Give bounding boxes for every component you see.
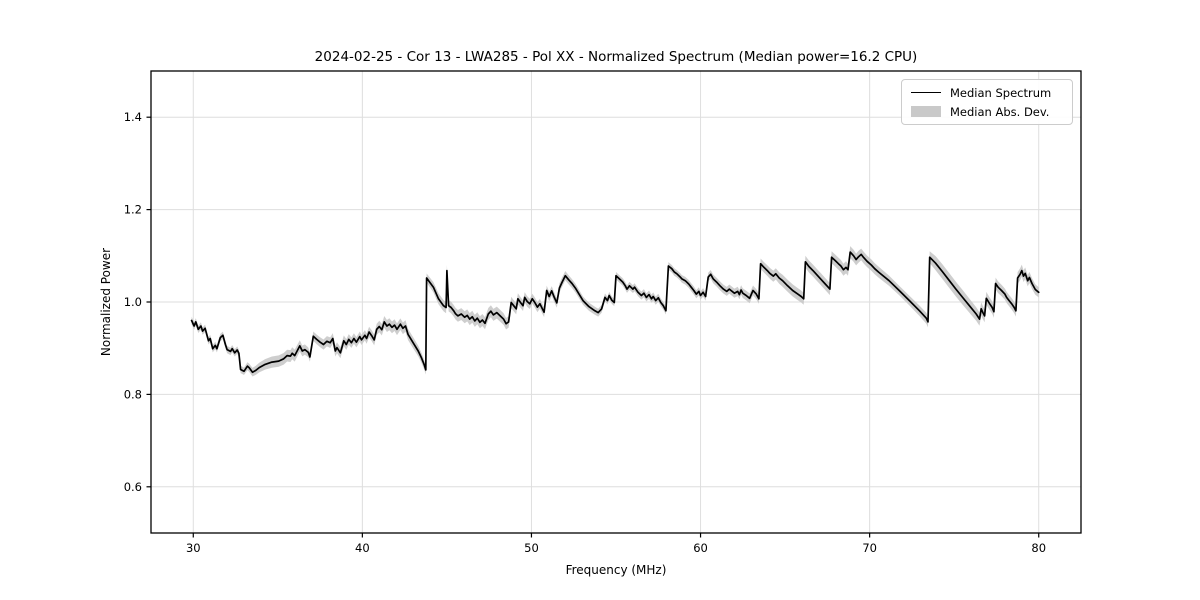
chart-title: 2024-02-25 - Cor 13 - LWA285 - Pol XX - … <box>314 49 918 65</box>
median-spectrum-line-icon <box>911 92 941 93</box>
svg-text:50: 50 <box>524 541 539 555</box>
svg-text:1.0: 1.0 <box>124 295 142 309</box>
legend-label-median-abs-dev: Median Abs. Dev. <box>950 104 1050 119</box>
legend-item-median-spectrum: Median Spectrum <box>911 85 1064 100</box>
svg-text:30: 30 <box>186 541 201 555</box>
svg-text:40: 40 <box>355 541 370 555</box>
svg-text:80: 80 <box>1031 541 1046 555</box>
svg-text:1.4: 1.4 <box>124 110 142 124</box>
x-axis-label: Frequency (MHz) <box>565 563 667 577</box>
legend-label-median-spectrum: Median Spectrum <box>950 85 1052 100</box>
svg-text:1.2: 1.2 <box>124 203 142 217</box>
svg-text:0.6: 0.6 <box>124 480 142 494</box>
y-axis-label: Normalized Power <box>99 247 113 357</box>
svg-text:60: 60 <box>693 541 708 555</box>
svg-text:0.8: 0.8 <box>124 387 142 401</box>
legend: Median Spectrum Median Abs. Dev. <box>901 79 1073 125</box>
legend-item-median-abs-dev: Median Abs. Dev. <box>911 104 1064 119</box>
svg-text:70: 70 <box>862 541 877 555</box>
median-abs-dev-patch-icon <box>911 106 941 117</box>
